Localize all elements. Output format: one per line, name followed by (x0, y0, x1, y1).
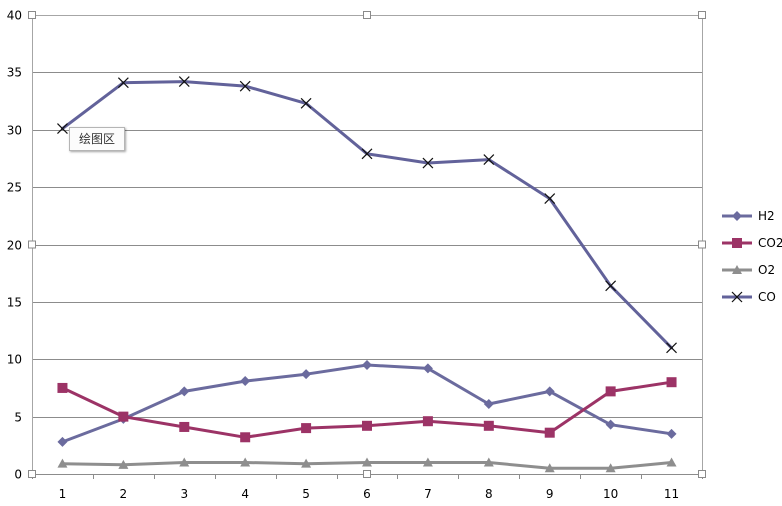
legend-label: O2 (758, 263, 775, 277)
data-point-co2 (483, 420, 494, 431)
data-point-co (422, 157, 434, 169)
data-point-co (57, 123, 68, 135)
data-point-co2 (179, 421, 190, 432)
legend-label: H2 (758, 209, 775, 223)
data-point-co2 (118, 411, 129, 422)
data-point-co (666, 342, 677, 354)
data-point-h2 (483, 399, 494, 410)
data-point-co (117, 77, 129, 89)
selection-handle (28, 240, 36, 249)
legend-marker-h2 (732, 211, 742, 221)
data-point-o2 (118, 459, 129, 469)
data-point-o2 (422, 457, 433, 467)
data-point-co (178, 76, 190, 87)
data-point-h2 (240, 376, 251, 387)
series-co (57, 76, 677, 354)
data-point-h2 (544, 386, 555, 397)
data-point-co (239, 80, 251, 92)
data-point-h2 (605, 419, 616, 430)
x-axis: 1 2 3 4 5 6 7 8 9 10 11 (32, 474, 703, 501)
data-point-o2 (362, 457, 372, 467)
y-tick-label: 20 (7, 239, 22, 253)
legend-marker-co2 (732, 238, 742, 248)
data-point-o2 (57, 458, 68, 468)
data-point-o2 (483, 457, 494, 467)
selection-handle (698, 470, 706, 478)
data-point-co (483, 154, 495, 166)
selection-handle (698, 240, 706, 249)
x-tick-label: 8 (485, 487, 493, 501)
legend-label: CO (758, 290, 776, 304)
plot-area-tooltip: 绘图区 (69, 127, 125, 151)
data-point-co2 (362, 420, 372, 431)
series-h2 (57, 359, 677, 447)
y-tick-label: 25 (7, 181, 22, 195)
x-tick-label: 6 (363, 487, 371, 501)
data-point-h2 (362, 359, 372, 370)
y-tick-label: 10 (7, 353, 22, 367)
legend: H2 CO2 O2 CO (722, 209, 782, 304)
selection-handle (363, 470, 371, 478)
data-point-co2 (544, 427, 555, 438)
legend-marker-co (731, 291, 743, 303)
data-point-co2 (301, 423, 312, 434)
data-point-co2 (666, 377, 677, 388)
x-tick-label: 11 (664, 487, 679, 501)
y-tick-label: 30 (7, 124, 22, 138)
data-point-h2 (179, 386, 190, 397)
x-tick-label: 3 (180, 487, 188, 501)
series-layer (57, 76, 677, 473)
data-point-co (544, 193, 556, 205)
data-point-h2 (301, 369, 312, 380)
data-point-co2 (240, 432, 251, 443)
data-point-co2 (422, 416, 433, 427)
legend-item-o2: O2 (722, 263, 775, 277)
gridlines (32, 72, 702, 418)
x-tick-label: 9 (546, 487, 554, 501)
legend-item-co: CO (722, 290, 776, 304)
y-axis: 0 5 10 15 20 25 30 35 40 (7, 9, 22, 482)
x-tick-label: 1 (59, 487, 67, 501)
y-tick-label: 40 (7, 9, 22, 23)
data-point-o2 (179, 457, 190, 467)
data-point-co (300, 97, 312, 109)
y-tick-label: 35 (7, 66, 22, 80)
data-point-co2 (605, 386, 616, 397)
legend-marker-o2 (732, 265, 742, 274)
data-point-co (361, 148, 373, 160)
data-point-o2 (240, 457, 251, 467)
series-co2 (57, 377, 677, 443)
data-point-o2 (544, 463, 555, 473)
x-tick-label: 5 (302, 487, 310, 501)
data-point-co (605, 280, 617, 292)
x-tick-label: 7 (424, 487, 432, 501)
selection-handle (28, 11, 36, 19)
data-point-co2 (57, 382, 68, 393)
y-tick-label: 5 (14, 411, 22, 425)
series-line-co (61, 80, 673, 350)
data-point-o2 (666, 457, 677, 467)
selection-handles (28, 11, 706, 478)
selection-handle (363, 11, 371, 19)
series-o2 (57, 457, 677, 473)
legend-item-co2: CO2 (722, 236, 782, 250)
data-point-h2 (422, 363, 433, 374)
x-tick-label: 10 (603, 487, 618, 501)
legend-label: CO2 (758, 236, 782, 250)
selection-handle (698, 11, 706, 19)
y-tick-label: 0 (14, 468, 22, 482)
legend-item-h2: H2 (722, 209, 775, 223)
data-point-h2 (57, 436, 68, 447)
data-point-o2 (301, 458, 312, 468)
y-tick-label: 15 (7, 296, 22, 310)
selection-handle (28, 470, 36, 478)
data-point-o2 (605, 463, 616, 473)
x-tick-label: 4 (241, 487, 249, 501)
x-tick-label: 2 (120, 487, 128, 501)
data-point-h2 (666, 428, 677, 439)
